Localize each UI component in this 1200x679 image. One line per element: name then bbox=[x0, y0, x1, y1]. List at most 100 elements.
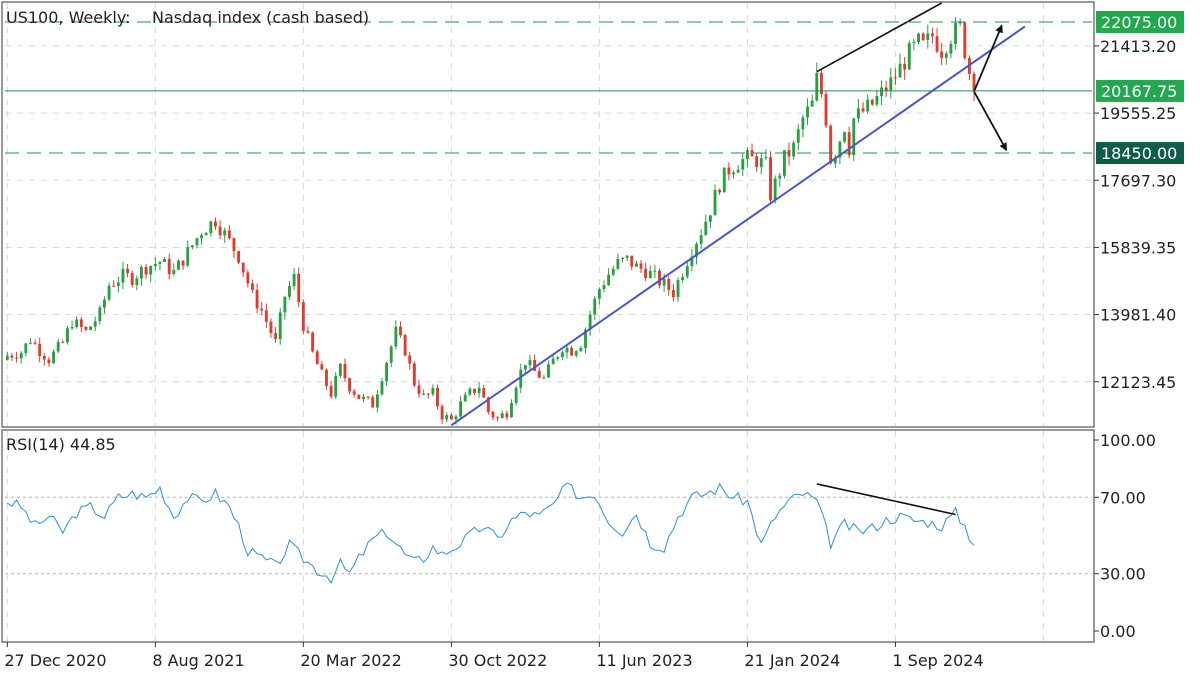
rsi-divergence-line[interactable] bbox=[816, 483, 956, 516]
candle-body bbox=[769, 157, 772, 201]
candle-body bbox=[699, 235, 703, 244]
candle-body bbox=[56, 341, 60, 352]
candle-body bbox=[597, 289, 601, 299]
rsi-tick-label: 100.00 bbox=[1100, 431, 1156, 450]
ascending-trendline[interactable] bbox=[450, 25, 1026, 427]
candle-body bbox=[426, 393, 430, 395]
rsi-series bbox=[7, 482, 975, 585]
candle-body bbox=[79, 319, 83, 327]
candle-body bbox=[436, 387, 439, 407]
candle-body bbox=[93, 321, 97, 327]
candle-body bbox=[42, 355, 46, 360]
candle-body bbox=[750, 150, 754, 157]
candle-body bbox=[408, 355, 412, 364]
price-level-badge[interactable] bbox=[1096, 79, 1184, 102]
candle-body bbox=[66, 328, 69, 343]
candle-body bbox=[362, 396, 365, 400]
candle-body bbox=[547, 364, 550, 378]
candle-body bbox=[445, 415, 449, 420]
candle-body bbox=[292, 273, 296, 286]
candle-body bbox=[690, 256, 694, 267]
candle-body bbox=[482, 388, 486, 398]
candle-body bbox=[177, 260, 180, 270]
candle-body bbox=[237, 251, 241, 263]
candle-body bbox=[209, 221, 213, 234]
candle-body bbox=[246, 272, 250, 284]
candle-body bbox=[611, 268, 615, 275]
candle-body bbox=[824, 94, 828, 126]
candle-body bbox=[473, 388, 476, 393]
candle-body bbox=[574, 351, 578, 356]
candle-body bbox=[815, 72, 819, 101]
candle-body bbox=[61, 341, 65, 343]
candle-body bbox=[745, 150, 749, 160]
candle-body bbox=[103, 299, 106, 308]
candle-body bbox=[875, 96, 879, 105]
candle-body bbox=[505, 413, 509, 418]
candle-body bbox=[796, 129, 800, 143]
candle-body bbox=[218, 226, 222, 236]
candle-body bbox=[579, 348, 583, 352]
price-level-badge[interactable] bbox=[1096, 10, 1184, 33]
candle-body bbox=[144, 266, 148, 275]
candle-body bbox=[787, 150, 791, 157]
candle-body bbox=[695, 243, 698, 257]
arrow-up[interactable] bbox=[973, 24, 1003, 92]
candle-body bbox=[172, 269, 176, 275]
candle-body bbox=[893, 77, 897, 79]
candle-body bbox=[866, 99, 870, 112]
candle-body bbox=[681, 276, 685, 281]
candle-body bbox=[422, 393, 426, 395]
candle-body bbox=[251, 283, 254, 290]
candle-body bbox=[278, 312, 282, 340]
candle-body bbox=[718, 189, 722, 193]
candle-body bbox=[912, 42, 916, 44]
candle-body bbox=[940, 51, 944, 58]
chart-description-label: Nasdaq index (cash based) bbox=[152, 8, 369, 27]
price-levels[interactable]: 22075.00 20167.75 18450.00 bbox=[5, 10, 1184, 165]
candle-body bbox=[644, 268, 648, 278]
candle-body bbox=[593, 298, 597, 315]
candle-body bbox=[121, 268, 125, 283]
candle-body bbox=[917, 33, 920, 43]
x-tick-label: 30 Oct 2022 bbox=[448, 651, 547, 670]
candle-body bbox=[84, 326, 88, 330]
x-tick-label: 1 Sep 2024 bbox=[892, 651, 983, 670]
candle-body bbox=[542, 377, 546, 379]
candle-body bbox=[880, 87, 883, 97]
candle-body bbox=[315, 351, 319, 365]
drawing-objects[interactable] bbox=[450, 2, 1026, 516]
candle-body bbox=[584, 329, 587, 349]
candle-body bbox=[648, 271, 652, 278]
candle-body bbox=[204, 233, 208, 236]
y-tick-label: 21413.20 bbox=[1100, 37, 1176, 56]
candle-body bbox=[556, 357, 560, 359]
y-tick-label: 12123.45 bbox=[1100, 373, 1176, 392]
candle-body bbox=[736, 169, 740, 173]
candle-body bbox=[269, 321, 273, 334]
price-divergence-line[interactable] bbox=[816, 2, 943, 73]
price-level-badge-label: 20167.75 bbox=[1101, 82, 1177, 101]
arrow-down[interactable] bbox=[973, 91, 1008, 152]
candle-body bbox=[135, 278, 139, 285]
candle-body bbox=[186, 247, 190, 266]
candle-body bbox=[764, 157, 768, 159]
candle-body bbox=[625, 255, 629, 258]
candle-body bbox=[394, 326, 398, 347]
candle-body bbox=[782, 150, 786, 176]
candle-body bbox=[755, 156, 759, 168]
candle-body bbox=[255, 289, 259, 309]
candle-body bbox=[449, 415, 453, 420]
candle-body bbox=[810, 100, 814, 107]
rsi-indicator-label: RSI(14) 44.85 bbox=[6, 435, 116, 454]
candle-body bbox=[676, 280, 680, 298]
candle-body bbox=[163, 258, 167, 262]
candle-body bbox=[468, 388, 472, 395]
candle-body bbox=[112, 285, 116, 287]
candle-body bbox=[496, 417, 500, 419]
price-level-badge[interactable] bbox=[1096, 142, 1184, 165]
x-tick-label: 27 Dec 2020 bbox=[4, 651, 106, 670]
candle-body bbox=[949, 43, 953, 54]
